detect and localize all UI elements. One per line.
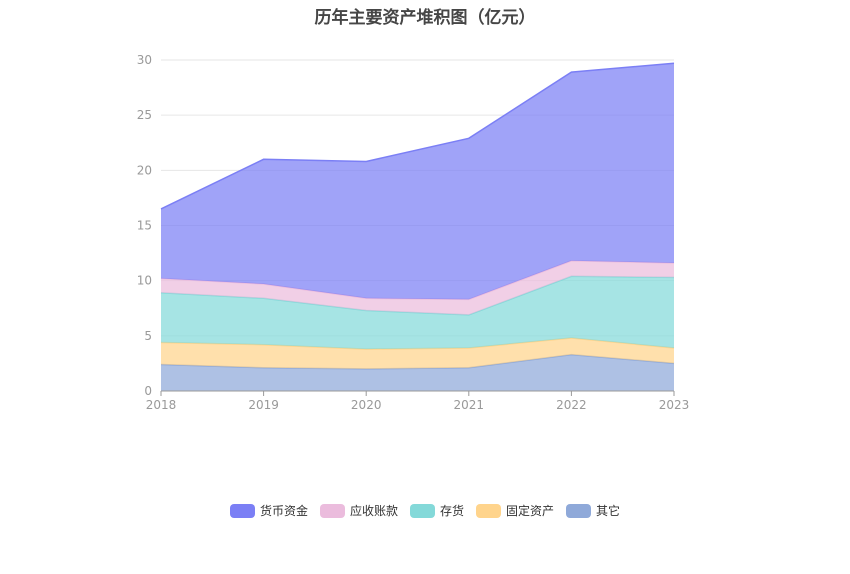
x-tick-label: 2020: [351, 398, 382, 412]
legend-swatch: [229, 503, 255, 518]
y-tick-label: 5: [144, 329, 152, 343]
legend-item[interactable]: 其它: [566, 502, 620, 519]
y-tick-label: 10: [137, 274, 152, 288]
series-line-4: [160, 62, 675, 210]
series-line-2: [160, 275, 675, 316]
x-tick-label: 2021: [454, 398, 485, 412]
x-tick-label: 2023: [659, 398, 690, 412]
legend-label: 固定资产: [506, 504, 555, 518]
legend-label: 货币资金: [259, 504, 308, 518]
series-line-3: [160, 260, 675, 301]
legend-swatch: [566, 503, 592, 518]
area-layer: [160, 62, 675, 391]
y-tick-label: 25: [137, 108, 152, 122]
legend: 货币资金 应收账款 存货 固定资产 其它: [0, 502, 850, 519]
y-tick-label: 20: [137, 163, 152, 177]
legend-item[interactable]: 货币资金: [229, 502, 308, 519]
legend-item[interactable]: 固定资产: [476, 502, 554, 519]
x-tick-label: 2022: [556, 398, 587, 412]
series-line-0: [160, 353, 675, 370]
legend-swatch: [409, 503, 435, 518]
area-series-1: [161, 338, 674, 369]
y-tick-label: 15: [137, 219, 152, 233]
y-tick-label: 0: [144, 384, 152, 398]
legend-item[interactable]: 应收账款: [319, 502, 398, 519]
legend-item[interactable]: 存货: [409, 502, 464, 519]
area-series-4: [161, 63, 674, 300]
legend-label: 其它: [596, 504, 621, 518]
area-series-0: [161, 354, 674, 391]
legend-swatch: [476, 503, 501, 518]
area-series-3: [161, 260, 674, 315]
chart-title: 历年主要资产堆积图（亿元）: [314, 8, 536, 28]
legend-swatch: [319, 503, 345, 518]
x-tick-label: 2018: [146, 398, 177, 412]
axis-layer: 0 5 10 15 20 25 30 2018 2019 2020 2021 2022 2023: [137, 53, 690, 412]
y-tick-label: 30: [137, 53, 152, 67]
legend-label: 应收账款: [349, 504, 398, 518]
legend-label: 存货: [439, 504, 464, 518]
x-tick-label: 2019: [248, 398, 279, 412]
